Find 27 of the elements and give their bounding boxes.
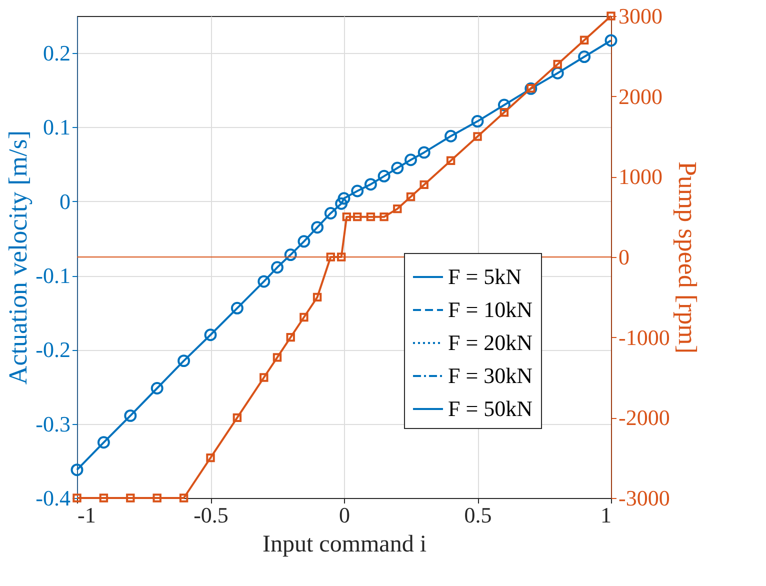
y-tick-label: -0.1	[36, 263, 70, 288]
y-tick-label: -0.3	[36, 411, 70, 436]
x-tick-label: -1	[78, 502, 96, 528]
y2-tick-label: -2000	[618, 405, 670, 430]
y2-tick-label: 2000	[618, 84, 662, 109]
y2-tick-label: 1000	[618, 164, 662, 190]
x-tick-label: -0.5	[194, 502, 228, 528]
x-tick-label: 0.5	[464, 502, 492, 528]
x-tick-label: 1	[600, 502, 612, 528]
y-tick-label: -0.4	[36, 486, 70, 510]
legend-label: F = 5kN	[448, 264, 522, 289]
legend-label: F = 20kN	[448, 330, 533, 355]
y-tick-label: 0.2	[43, 40, 70, 66]
x-tick-label: 0	[339, 502, 350, 528]
legend-label: F = 30kN	[448, 363, 533, 388]
y-axis-title: Actuation velocity [m/s]	[4, 130, 33, 385]
y-tick-label: 0	[60, 188, 70, 214]
y-tick-label: 0.1	[43, 114, 70, 140]
y2-axis-title: Pump speed [rpm]	[672, 161, 702, 354]
y2-tick-label: 3000	[618, 4, 662, 28]
y2-tick-label: 0	[618, 244, 630, 270]
y-tick-label: -0.2	[36, 337, 70, 362]
y2-tick-label: -3000	[618, 486, 670, 510]
y2-tick-label: -1000	[618, 324, 670, 350]
x-axis-title: Input command i	[262, 532, 427, 558]
legend-label: F = 50kN	[448, 396, 533, 421]
legend-label: F = 10kN	[448, 297, 533, 322]
